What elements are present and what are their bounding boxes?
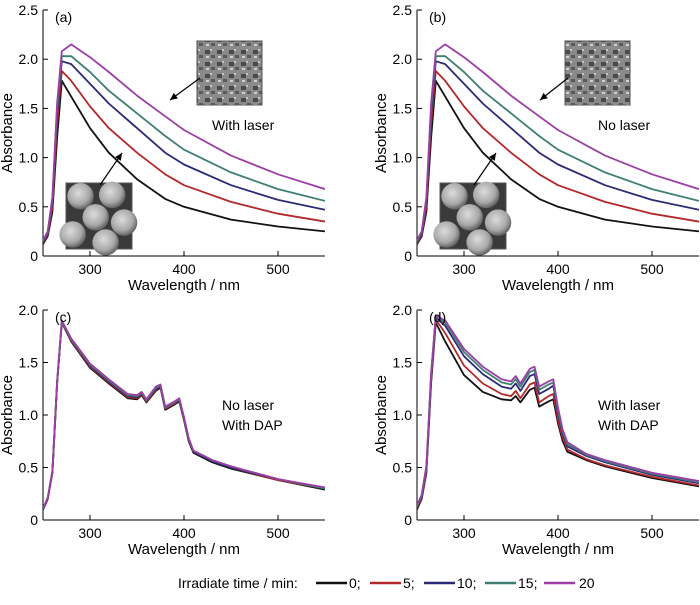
series-line-20 — [43, 319, 325, 509]
y-tick-label: 1.0 — [393, 407, 413, 423]
annotation-text: With DAP — [598, 417, 659, 433]
y-tick-label: 0 — [30, 512, 38, 528]
y-tick-label: 2.0 — [19, 302, 39, 318]
x-tick-label: 400 — [172, 525, 196, 541]
annotation-text: With DAP — [222, 417, 283, 433]
legend-entry-1: 5; — [370, 575, 415, 591]
panel-label: (b) — [429, 9, 446, 25]
legend-entry-2: 10; — [424, 575, 476, 591]
x-axis-title: Wavelength / nm — [502, 541, 614, 558]
series-line-20 — [417, 43, 699, 241]
x-axis-title: Wavelength / nm — [502, 277, 614, 294]
series-group — [43, 319, 325, 510]
y-tick-label: 1.5 — [19, 355, 39, 371]
arrow-head — [170, 92, 178, 100]
inset-sphere — [92, 229, 119, 256]
x-axis-title: Wavelength / nm — [128, 277, 240, 294]
x-tick-label: 400 — [546, 261, 570, 277]
legend-title: Irradiate time / min: — [178, 575, 298, 591]
chart-panel-b: 0 0.5 1.0 1.5 2.0 2.5 300 400 500 Wavelength / nm… — [373, 2, 699, 294]
y-tick-label: 2.0 — [393, 51, 413, 67]
y-axis-title: Absorbance — [373, 375, 390, 455]
arrow-head — [489, 153, 496, 161]
inset-sphere — [441, 183, 468, 210]
series-group — [43, 43, 325, 245]
inset-sphere — [456, 204, 483, 231]
x-tick-label: 400 — [546, 525, 570, 541]
inset-sphere — [433, 221, 460, 248]
legend-entry-0: 0; — [316, 575, 361, 591]
y-tick-label: 0 — [404, 512, 412, 528]
chart-panel-d: 0 0.5 1.0 1.5 2.0 300 400 500 Wavelength / nm Abs… — [373, 302, 699, 558]
y-tick-label: 2.0 — [393, 302, 413, 318]
y-tick-label: 1.5 — [393, 355, 413, 371]
annotation-text: With laser — [598, 397, 661, 413]
inset-sphere — [59, 221, 86, 248]
legend-entry-3: 15; — [485, 575, 537, 591]
inset-sphere — [484, 209, 512, 236]
y-axis-title: Absorbance — [0, 93, 16, 173]
x-tick-label: 300 — [78, 261, 102, 277]
chart-panel-a: 0 0.5 1.0 1.5 2.0 2.5 300 400 500 Wavelength / nm… — [0, 2, 325, 294]
y-axis-title: Absorbance — [373, 93, 390, 173]
y-tick-label: 2.5 — [393, 2, 413, 18]
y-tick-label: 0.5 — [393, 460, 413, 476]
y-tick-label: 0.5 — [393, 199, 413, 215]
x-tick-label: 500 — [640, 261, 664, 277]
legend-label-1: 5; — [403, 575, 415, 591]
x-tick-label: 400 — [172, 261, 196, 277]
inset-sphere — [99, 181, 126, 209]
x-axis-title: Wavelength / nm — [128, 541, 240, 558]
inset-sphere — [466, 229, 493, 256]
arrow-head — [115, 153, 122, 161]
x-tick-label: 500 — [640, 525, 664, 541]
series-group — [417, 314, 699, 510]
panel-label: (d) — [429, 309, 446, 325]
inset-porous-bg — [196, 40, 263, 106]
y-tick-label: 0 — [404, 248, 412, 264]
y-tick-label: 2.5 — [19, 2, 39, 18]
y-tick-label: 0 — [30, 248, 38, 264]
y-tick-label: 1.5 — [19, 100, 39, 116]
y-tick-label: 1.0 — [19, 407, 39, 423]
y-tick-label: 1.0 — [19, 150, 39, 166]
inset-porous-bg — [564, 40, 631, 106]
inset-sphere — [82, 204, 109, 231]
legend-label-4: 20 — [579, 575, 595, 591]
y-tick-label: 0.5 — [19, 460, 39, 476]
inset-sphere — [110, 209, 138, 236]
legend-label-2: 10; — [457, 575, 476, 591]
y-tick-label: 0.5 — [19, 199, 39, 215]
x-tick-label: 300 — [452, 525, 476, 541]
inset-sphere — [67, 183, 94, 210]
series-line-20 — [417, 314, 699, 506]
series-line-20 — [43, 43, 325, 241]
legend-entry-4: 20 — [544, 575, 595, 591]
x-tick-label: 300 — [78, 525, 102, 541]
legend: Irradiate time / min: 0; 5; 10; 15; 20 — [0, 566, 700, 600]
x-tick-label: 300 — [452, 261, 476, 277]
inset-porous-image — [564, 40, 631, 106]
y-tick-label: 1.5 — [393, 100, 413, 116]
y-axis-title: Absorbance — [0, 375, 16, 455]
x-tick-label: 500 — [266, 261, 290, 277]
legend-label-0: 0; — [349, 575, 361, 591]
annotation-text: No laser — [598, 117, 650, 133]
figure: 0 0.5 1.0 1.5 2.0 2.5 300 400 500 Wavelength / nm… — [0, 2, 699, 558]
panel-label: (a) — [55, 9, 72, 25]
y-tick-label: 2.0 — [19, 51, 39, 67]
y-tick-label: 1.0 — [393, 150, 413, 166]
annotation-text: With laser — [212, 117, 275, 133]
legend-label-3: 15; — [518, 575, 537, 591]
inset-porous-image — [196, 40, 263, 106]
inset-sphere-image — [59, 181, 138, 256]
inset-sphere-image — [433, 181, 512, 256]
arrow-head — [540, 92, 548, 100]
series-group — [417, 43, 699, 245]
x-tick-label: 500 — [266, 525, 290, 541]
annotation-text: No laser — [222, 397, 274, 413]
chart-panel-c: 0 0.5 1.0 1.5 2.0 300 400 500 Wavelength / nm Abs… — [0, 302, 325, 558]
inset-sphere — [473, 181, 500, 209]
panel-label: (c) — [55, 309, 71, 325]
